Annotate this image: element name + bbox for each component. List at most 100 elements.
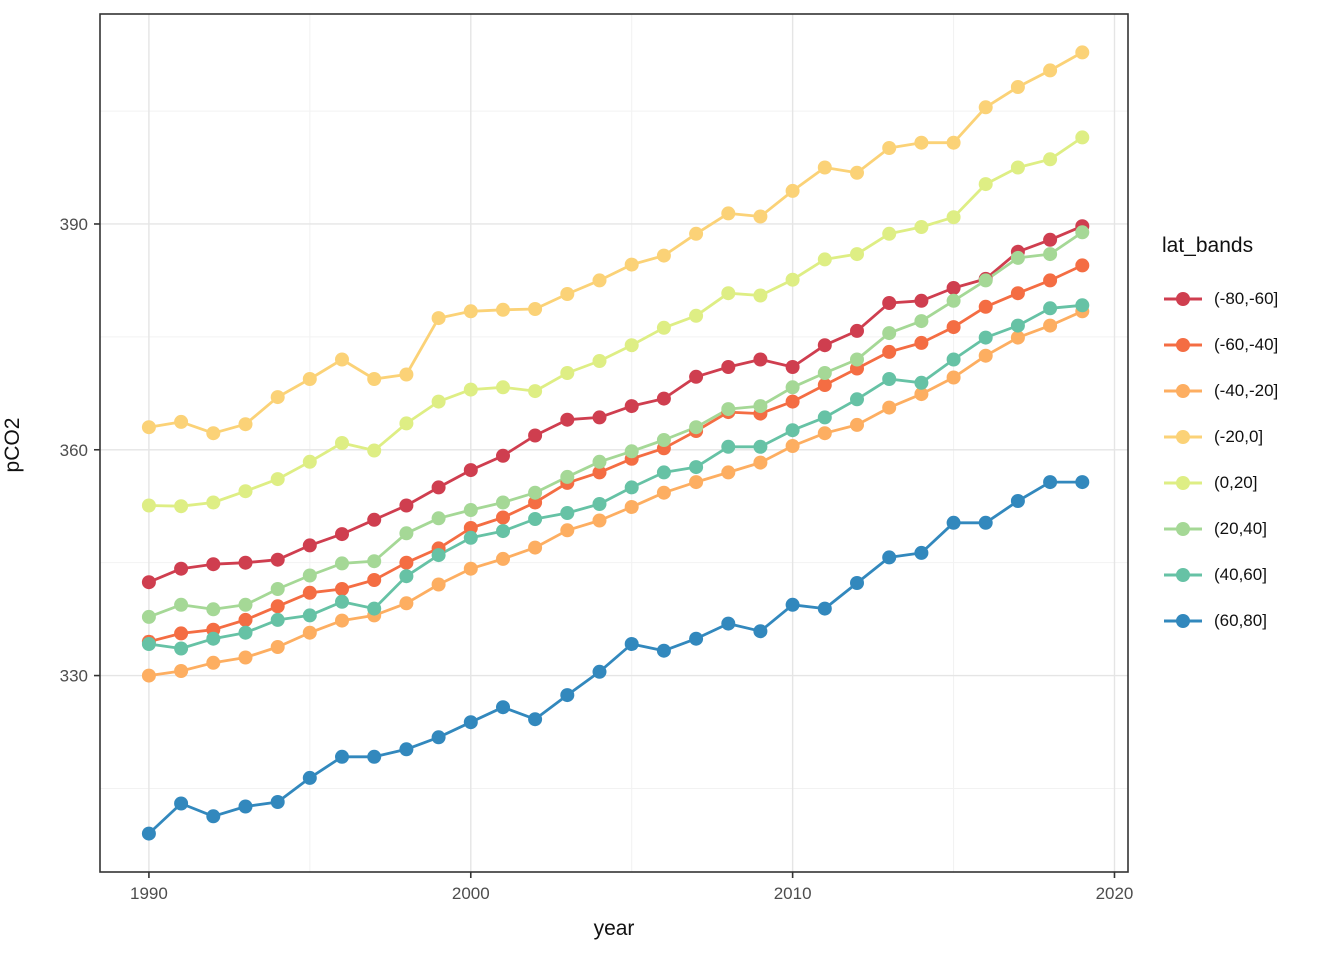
data-point — [817, 601, 832, 616]
data-point — [560, 366, 575, 380]
legend-entries: (-80,-60] (-60,-40] (-40,-20] (-20,0] (0,20]… — [1158, 276, 1340, 644]
data-point — [302, 568, 317, 583]
data-point — [528, 302, 543, 316]
data-point — [463, 715, 478, 730]
legend-label: (-80,-60] — [1214, 289, 1279, 308]
data-point — [560, 287, 575, 301]
data-point — [817, 378, 832, 392]
data-point — [528, 485, 543, 500]
data-point — [1010, 80, 1025, 94]
data-point — [882, 372, 897, 386]
data-point — [463, 503, 478, 517]
data-point — [914, 220, 929, 234]
data-point — [946, 210, 961, 225]
legend-entry: (-20,0] — [1158, 414, 1340, 460]
data-point — [335, 594, 349, 609]
x-tick-label: 2020 — [1096, 884, 1134, 903]
legend-entry: (-40,-20] — [1158, 368, 1340, 414]
data-point — [753, 209, 768, 224]
data-point — [335, 527, 349, 542]
data-point — [689, 420, 704, 435]
data-point — [367, 512, 382, 527]
data-point — [689, 460, 704, 475]
data-point — [721, 206, 736, 221]
legend-entry: (-60,-40] — [1158, 322, 1340, 368]
data-point — [656, 465, 671, 480]
legend-label: (-60,-40] — [1214, 335, 1279, 354]
data-point — [817, 426, 832, 441]
panel-border — [99, 13, 1129, 873]
data-point — [431, 311, 446, 326]
data-point — [141, 668, 156, 683]
data-point — [302, 372, 317, 386]
data-point — [1075, 225, 1090, 240]
data-point — [882, 400, 897, 415]
data-point — [850, 323, 864, 338]
x-tick-label: 1990 — [130, 884, 168, 903]
data-point — [141, 826, 156, 841]
data-point — [656, 391, 671, 406]
data-point — [1010, 286, 1025, 301]
data-point — [946, 370, 961, 385]
data-point — [174, 626, 189, 641]
data-point — [560, 688, 575, 703]
data-point — [141, 420, 156, 435]
data-point — [656, 433, 671, 447]
data-point — [689, 475, 704, 490]
data-point — [689, 308, 704, 323]
data-point — [592, 465, 607, 480]
data-point — [656, 643, 671, 658]
data-point — [1010, 494, 1025, 508]
data-point — [978, 273, 993, 288]
data-point — [431, 548, 446, 563]
data-point — [1043, 273, 1058, 288]
data-point — [946, 320, 961, 335]
data-point — [882, 141, 897, 155]
data-point — [206, 655, 221, 670]
data-point — [302, 585, 317, 600]
data-point — [399, 569, 414, 584]
data-point — [174, 561, 189, 576]
data-point — [946, 352, 961, 367]
legend-title: lat_bands — [1162, 234, 1254, 257]
data-point — [946, 293, 961, 308]
data-point — [656, 248, 671, 263]
data-point — [785, 272, 800, 287]
data-point — [882, 296, 897, 310]
data-point — [431, 394, 446, 409]
data-point — [528, 384, 543, 399]
data-point — [785, 380, 800, 395]
data-point — [238, 555, 253, 570]
legend-key-icon — [1164, 568, 1202, 582]
data-point — [1043, 247, 1058, 262]
data-point — [496, 510, 510, 525]
data-point — [270, 582, 285, 596]
data-point — [753, 624, 768, 639]
data-point — [785, 597, 800, 612]
legend-key-icon — [1164, 522, 1202, 536]
data-point — [270, 552, 285, 567]
x-tick-label: 2000 — [452, 884, 490, 903]
data-point — [882, 344, 897, 359]
data-point — [174, 664, 189, 678]
data-point — [721, 465, 736, 480]
data-point — [335, 556, 349, 571]
data-point — [206, 631, 221, 646]
data-point — [367, 372, 382, 386]
data-point — [528, 512, 543, 526]
legend-key-icon — [1164, 292, 1202, 306]
data-point — [850, 247, 864, 262]
data-point — [206, 602, 221, 617]
data-point — [850, 352, 864, 367]
data-point — [946, 135, 961, 150]
data-point — [302, 625, 317, 640]
data-point — [174, 641, 189, 656]
data-point — [270, 612, 285, 627]
data-point — [592, 410, 607, 425]
data-point — [399, 498, 414, 513]
data-point — [367, 443, 382, 458]
data-point — [463, 463, 478, 478]
y-tick-label: 390 — [60, 215, 88, 234]
data-point — [882, 550, 897, 565]
